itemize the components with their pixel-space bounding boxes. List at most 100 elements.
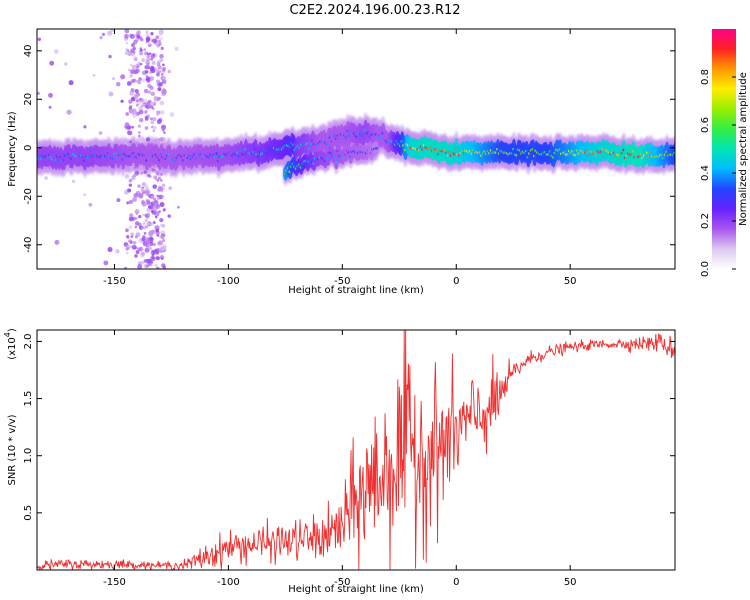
spectrogram-speckle (83, 125, 87, 129)
spectrogram-speckle (156, 197, 160, 201)
spectrogram-speckle (133, 39, 138, 45)
spectrogram-speckle (145, 104, 149, 109)
spectrogram-speckle (160, 37, 163, 41)
spectrogram-speckle (131, 216, 136, 221)
spectrogram-speckle (68, 80, 74, 86)
spectrogram-speckle (145, 77, 149, 82)
spectrogram-speckle (144, 225, 149, 229)
spectrogram-speckle (98, 131, 103, 135)
spectrogram-speckle (161, 89, 167, 95)
spectrogram-speckle (160, 257, 164, 261)
spectrogram-speckle (157, 176, 162, 180)
spectrogram-speckle (151, 210, 156, 215)
spectrogram-speckle (149, 71, 152, 75)
spectrogram-speckle (143, 170, 147, 174)
spectrogram-speckle (138, 165, 144, 171)
spectrogram-speckle (125, 42, 128, 45)
spectrogram-speckle (125, 112, 130, 116)
spectrogram-speckle (135, 99, 139, 103)
snr-multiplier-base: (x10 (7, 337, 18, 360)
spectrogram-speckle (146, 239, 151, 244)
spectrogram-y-label: Frequency (Hz) (7, 111, 18, 187)
spectrogram-speckle (160, 124, 167, 130)
spectrogram-speckle (147, 65, 151, 70)
spectrogram-speckle (151, 107, 155, 110)
spectrogram-speckle (131, 244, 137, 250)
spectrogram-speckle (71, 179, 76, 183)
snr-y-label: SNR (10 * v/v) (7, 414, 18, 485)
spectrogram-speckle (138, 171, 142, 175)
spectrogram-speckle (129, 63, 133, 67)
spectrogram-speckle (156, 194, 160, 198)
spectrogram-speckle (136, 247, 140, 251)
spectrogram-speckle (125, 47, 129, 51)
spectrogram-speckle (128, 183, 133, 187)
spectrogram-speckle (159, 58, 164, 62)
snr-x-tick-label: -50 (334, 577, 350, 588)
spectrogram-speckle (157, 65, 162, 70)
spectrogram-speckle (140, 251, 145, 256)
spectrogram-x-label: Height of straight line (km) (288, 285, 424, 296)
spectrogram-speckle (130, 232, 134, 237)
spectrogram-speckle (146, 264, 149, 268)
spectrogram-speckle (149, 52, 152, 56)
colorbar: 0.0 0.2 0.4 0.6 0.8 Normalized spectral ampl… (700, 29, 749, 277)
spectrogram-speckle (138, 77, 142, 81)
spectrogram-speckle (160, 194, 165, 199)
spectrogram-speckle (155, 35, 160, 40)
spectrogram-speckle (126, 81, 132, 86)
spectrogram-speckle (161, 183, 165, 187)
spectrogram-speckle (144, 219, 148, 223)
spectrogram-x-tick-label: -150 (103, 276, 126, 287)
spectrogram-speckle (134, 225, 138, 229)
spectrogram-speckle (145, 30, 149, 34)
spectrogram-speckle (124, 266, 128, 269)
spectrogram-speckle (150, 32, 154, 36)
spectrogram-speckle (137, 184, 141, 188)
snr-panel: -150 -100 -50 0 50 0.5 1.0 1.5 2.0 Height of st… (3, 328, 676, 595)
spectrogram-speckle (152, 117, 157, 121)
spectrogram-speckle (146, 222, 151, 226)
snr-series-line (37, 330, 675, 570)
spectrogram-speckle (162, 129, 165, 132)
spectrogram-speckle (159, 217, 164, 223)
spectrogram-speckle (167, 69, 171, 74)
spectrogram-speckle (147, 174, 151, 178)
snr-y-multiplier: (x104) (3, 328, 18, 360)
spectrogram-speckle (147, 54, 150, 58)
spectrogram-speckle (177, 205, 180, 209)
spectrogram-speckle (110, 29, 115, 32)
spectrogram-speckle (145, 199, 151, 204)
spectrogram-marks (37, 29, 675, 269)
spectrogram-speckle (150, 101, 155, 106)
spectrogram-speckle (133, 94, 139, 99)
spectrogram-speckle (44, 176, 48, 180)
spectrogram-speckle (88, 202, 93, 207)
spectrogram-speckle (145, 74, 148, 78)
spectrogram-speckle (134, 88, 139, 94)
spectrogram-speckle (132, 78, 137, 83)
spectrogram-speckle (141, 213, 145, 217)
spectrogram-speckle (157, 87, 162, 92)
spectrogram-speckle (154, 263, 158, 268)
spectrogram-speckle (128, 99, 133, 104)
spectrogram-speckle (126, 130, 132, 135)
spectrogram-x-tick-label: 50 (564, 276, 577, 287)
spectrogram-speckle (149, 76, 155, 81)
spectrogram-speckle (130, 48, 135, 53)
spectrogram-speckle (144, 117, 149, 121)
spectrogram-speckle (155, 171, 160, 176)
spectrogram-speckle (132, 113, 138, 119)
spectrogram-speckle (153, 203, 158, 208)
spectrogram-speckle (139, 48, 143, 52)
spectrogram-speckle (112, 77, 115, 80)
spectrogram-speckle (137, 261, 142, 265)
spectrogram-speckle (141, 103, 146, 108)
spectrogram-speckle (135, 103, 139, 107)
spectrogram-speckle (141, 78, 146, 83)
spectrogram-speckle (157, 240, 164, 246)
colorbar-label: Normalized spectral amplitude (738, 72, 749, 226)
spectrogram-speckle (132, 240, 137, 245)
spectrogram-speckle (147, 43, 152, 48)
spectrogram-y-tick-label: 40 (23, 44, 34, 57)
